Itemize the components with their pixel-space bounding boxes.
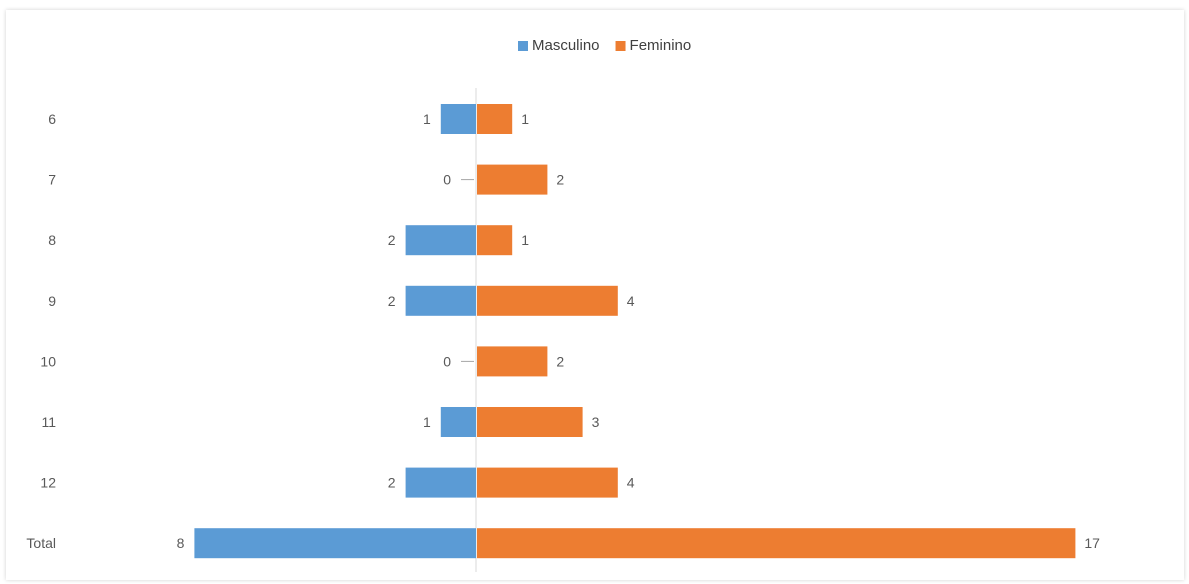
- bar-masculino-total: [194, 528, 476, 559]
- data-label-feminino-11: 3: [592, 414, 600, 430]
- data-label-masculino-9: 2: [388, 293, 396, 309]
- bar-masculino-9: [405, 285, 476, 316]
- category-label-total: Total: [26, 535, 56, 551]
- data-label-feminino-12: 4: [627, 475, 635, 491]
- category-label-12: 12: [40, 475, 56, 491]
- data-label-feminino-9: 4: [627, 293, 635, 309]
- data-label-masculino-11: 1: [423, 414, 431, 430]
- category-label-11: 11: [41, 414, 56, 430]
- data-label-masculino-10: 0: [443, 353, 451, 369]
- legend-swatch-feminino: [615, 41, 626, 51]
- bars: [194, 104, 1076, 559]
- data-label-masculino-12: 2: [388, 475, 396, 491]
- bar-feminino-11: [477, 407, 583, 437]
- legend-label-feminino: Feminino: [630, 37, 692, 54]
- data-label-feminino-7: 2: [556, 172, 564, 188]
- data-label-feminino-8: 1: [521, 232, 529, 248]
- category-labels: 6 7 8 9 10 11 12 Total: [26, 111, 56, 551]
- bar-masculino-6: [440, 104, 476, 134]
- legend-label-masculino: Masculino: [532, 37, 600, 54]
- data-label-masculino-6: 1: [423, 111, 431, 127]
- legend-swatch-masculino: [518, 41, 528, 51]
- category-label-6: 6: [48, 111, 56, 127]
- bar-feminino-total: [477, 528, 1076, 559]
- data-label-feminino-total: 17: [1084, 535, 1100, 551]
- data-label-feminino-10: 2: [556, 353, 564, 369]
- bar-feminino-10: [477, 346, 548, 377]
- bar-feminino-7: [477, 164, 548, 195]
- bar-feminino-12: [477, 467, 618, 498]
- data-label-feminino-6: 1: [521, 111, 529, 127]
- legend: Masculino Feminino: [518, 37, 691, 54]
- category-label-10: 10: [40, 353, 56, 369]
- bar-masculino-8: [405, 225, 476, 256]
- data-labels: 1 1 0 2 2 1 2 4 0 2 1 3 2 4 8 17: [177, 111, 1101, 551]
- bar-feminino-8: [477, 225, 513, 256]
- category-label-9: 9: [48, 293, 56, 309]
- data-label-masculino-8: 2: [388, 232, 396, 248]
- bar-masculino-11: [440, 407, 476, 437]
- bar-feminino-9: [477, 285, 618, 316]
- data-label-masculino-total: 8: [177, 535, 185, 551]
- category-label-8: 8: [48, 232, 56, 248]
- category-label-7: 7: [48, 172, 56, 188]
- bar-masculino-12: [405, 467, 476, 498]
- data-label-masculino-7: 0: [443, 172, 451, 188]
- bar-feminino-6: [477, 104, 513, 134]
